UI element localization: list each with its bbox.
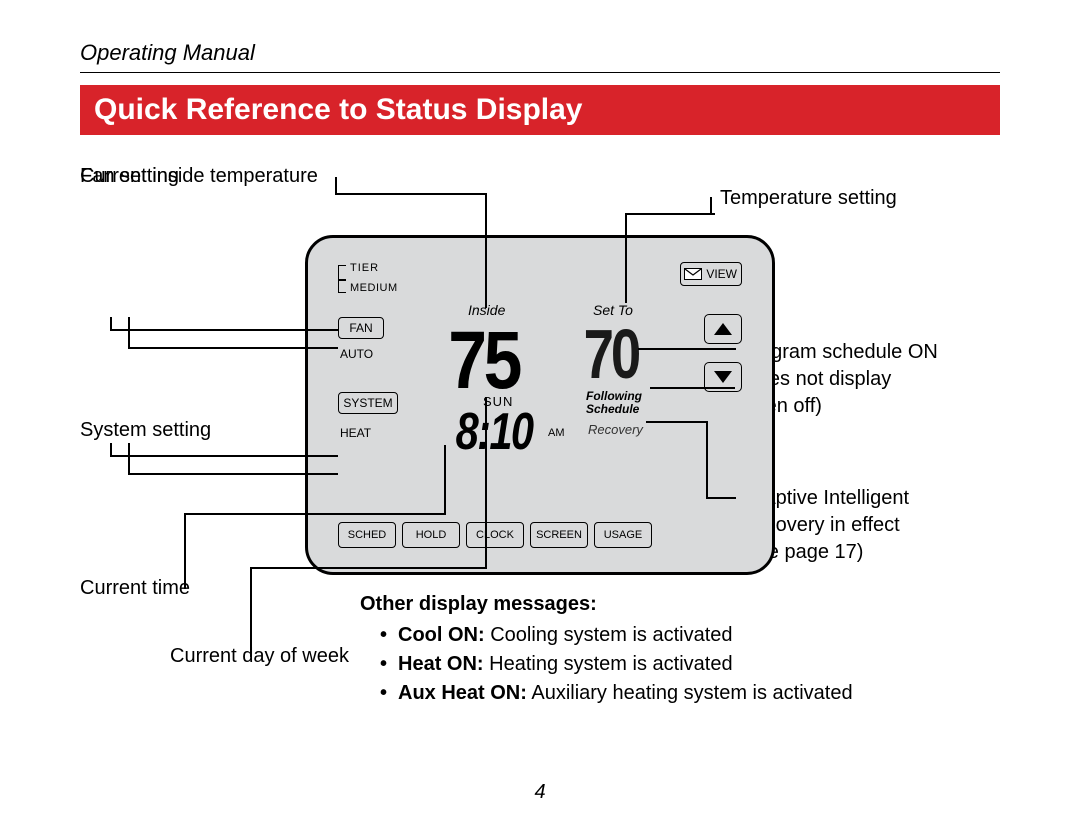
fan-button[interactable]: FAN [338,317,384,339]
temp-up-button[interactable] [704,314,742,344]
heat-label: HEAT [340,426,371,440]
diagram-area: Current inside temperature Fan setting S… [80,165,1000,745]
view-button[interactable]: VIEW [680,262,742,286]
system-button[interactable]: SYSTEM [338,392,398,414]
medium-label: MEDIUM [350,282,398,294]
other-messages-section: Other display messages: Cool ON: Cooling… [360,593,1000,711]
auto-label: AUTO [340,347,373,361]
page-title: Quick Reference to Status Display [80,85,1000,135]
message-item: Aux Heat ON: Auxiliary heating system is… [380,682,1000,705]
other-messages-title: Other display messages: [360,593,1000,616]
time-value: 8:10 [456,402,533,462]
message-item: Cool ON: Cooling system is activated [380,624,1000,647]
page-number: 4 [534,781,545,804]
ampm-label: AM [548,427,565,439]
clock-button[interactable]: CLOCK [466,522,524,548]
label-current-day: Current day of week [170,645,349,668]
label-temp-setting: Temperature setting [720,187,897,210]
setto-temp-value: 70 [584,314,639,394]
sched-button[interactable]: SCHED [338,522,396,548]
tier-label: TIER [350,262,379,274]
message-item: Heat ON: Heating system is activated [380,653,1000,676]
chevron-down-icon [714,371,732,383]
label-system-setting: System setting [80,419,211,442]
screen-button[interactable]: SCREEN [530,522,588,548]
view-label: VIEW [706,267,737,281]
label-fan-setting: Fan setting [80,165,179,188]
chevron-up-icon [714,323,732,335]
thermostat-device: TIER MEDIUM FAN AUTO SYSTEM HEAT Inside … [305,235,775,575]
usage-button[interactable]: USAGE [594,522,652,548]
mail-icon [684,268,702,280]
following-schedule-label: Following Schedule [586,390,642,416]
hold-button[interactable]: HOLD [402,522,460,548]
recovery-label: Recovery [588,422,643,437]
label-current-time: Current time [80,577,190,600]
manual-header: Operating Manual [80,40,1000,73]
